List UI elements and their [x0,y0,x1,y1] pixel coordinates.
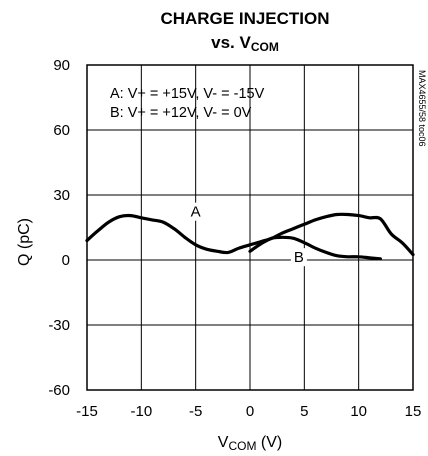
x-tick-label: -15 [76,403,98,420]
curve-label-background [187,202,204,221]
x-tick-label: 5 [300,403,308,420]
x-tick-label: -5 [189,403,202,420]
y-tick-label: 90 [53,57,70,74]
x-axis-label-unit: (V) [256,434,282,451]
legend-entry-a: A: V+ = +15V, V- = -15V [110,86,265,102]
x-axis-label: VCOM (V) [218,434,282,453]
y-tick-label: 0 [62,252,70,269]
y-tick-label: -60 [48,382,70,399]
data-series: AB [85,202,415,267]
y-tick-label: 30 [53,187,70,204]
x-tick-label: 10 [350,403,367,420]
series-line-b [248,235,382,261]
y-axis-label: Q (pC) [16,218,33,266]
curve-label-b: B [294,249,304,266]
series-line-a [85,212,415,257]
curve-label-a: A [191,204,201,221]
x-axis-label-main: V [218,434,229,451]
curve-label-background [290,248,307,267]
x-axis-label-subscript: COM [228,439,256,453]
chart-title-line-2: vs. VCOM [211,33,279,54]
chart-title-line-2-main: vs. V [211,33,251,52]
x-tick-label: 0 [246,403,254,420]
grid-lines [87,65,413,390]
x-tick-label: 15 [405,403,422,420]
figure-id-label: MAX4655/58 toc06 [417,70,427,147]
chart-title-line-2-subscript: COM [251,40,279,54]
chart-title-line-1: CHARGE INJECTION [160,9,329,28]
y-tick-label: 60 [53,122,70,139]
x-tick-label: -10 [130,403,152,420]
tick-labels: -15 -10 -5 0 5 10 15 -60 -30 0 30 60 90 [48,57,421,420]
y-tick-label: -30 [48,317,70,334]
plot-frame [86,64,414,391]
legend-entry-b: B: V+ = +12V, V- = 0V [110,105,252,121]
